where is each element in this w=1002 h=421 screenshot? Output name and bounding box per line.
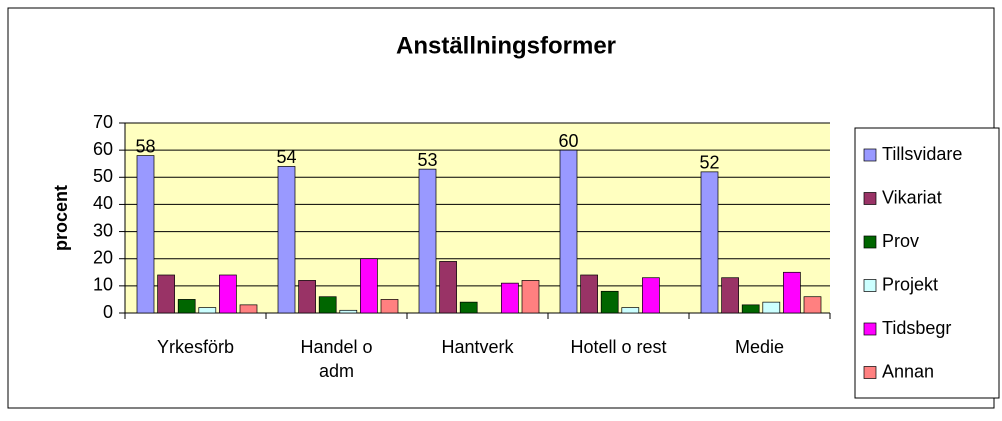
bar	[700, 171, 719, 314]
x-tick-label: Hantverk	[441, 337, 514, 357]
bar	[721, 277, 739, 314]
x-tick-label: Handel o adm	[300, 337, 373, 381]
bar	[501, 282, 519, 314]
y-tick-label: 30	[93, 220, 113, 240]
bar	[783, 271, 801, 314]
bar	[459, 301, 478, 314]
data-label: 60	[558, 131, 578, 151]
legend-box	[854, 127, 1000, 399]
bar	[642, 277, 660, 314]
x-tick-label: Yrkesförb	[156, 337, 235, 357]
bar	[360, 258, 378, 314]
bar	[277, 166, 296, 314]
x-tick-label-box: Hotell o rest	[570, 337, 667, 357]
bar	[339, 309, 358, 314]
x-tick-label-box: Handel o adm	[300, 337, 373, 381]
bar	[762, 301, 781, 314]
x-tick-label-box: Medie	[734, 337, 785, 357]
y-tick-label: 0	[103, 302, 113, 322]
bar	[439, 261, 457, 314]
legend-label: Prov	[882, 231, 919, 251]
legend-label: Annan	[882, 361, 934, 381]
data-label: 53	[417, 150, 437, 170]
legend-label: Tillsvidare	[882, 144, 962, 164]
legend-label: Projekt	[882, 274, 938, 294]
x-tick-label: Medie	[734, 337, 785, 357]
bar	[580, 274, 598, 314]
data-label: 52	[699, 153, 719, 173]
bar	[177, 299, 196, 314]
x-tick-label: Hotell o rest	[570, 337, 667, 357]
bar	[741, 304, 760, 314]
bar	[157, 274, 175, 314]
bar	[380, 299, 399, 314]
x-tick-label-box: Yrkesförb	[156, 337, 235, 357]
legend-swatch	[863, 235, 877, 249]
legend-label: Tidsbegr	[882, 318, 951, 338]
bar	[600, 290, 619, 314]
y-tick-label: 50	[93, 166, 113, 186]
bar	[198, 307, 217, 314]
bar	[418, 168, 437, 314]
bar	[318, 296, 337, 314]
legend-swatch	[863, 322, 877, 336]
bar	[521, 280, 540, 314]
legend-swatch	[863, 148, 877, 162]
y-axis-label: procent	[51, 185, 71, 251]
bar	[298, 280, 316, 314]
legend-swatch	[863, 279, 877, 292]
y-tick-label: 60	[93, 139, 113, 159]
data-label: 58	[135, 136, 155, 156]
data-label: 54	[276, 147, 296, 167]
bar	[559, 149, 578, 314]
chart-title: Anställningsformer	[396, 32, 616, 59]
y-tick-label: 20	[93, 247, 113, 267]
bar	[136, 155, 155, 314]
bar	[621, 307, 640, 314]
legend-swatch	[863, 192, 877, 205]
y-tick-label: 70	[93, 112, 113, 132]
bar	[803, 296, 822, 314]
y-tick-label: 10	[93, 275, 113, 295]
bar	[219, 274, 237, 314]
legend-swatch	[863, 366, 877, 379]
legend-label: Vikariat	[882, 187, 942, 207]
bar	[239, 304, 258, 314]
x-tick-label-box: Hantverk	[441, 337, 514, 357]
y-tick-label: 40	[93, 193, 113, 213]
